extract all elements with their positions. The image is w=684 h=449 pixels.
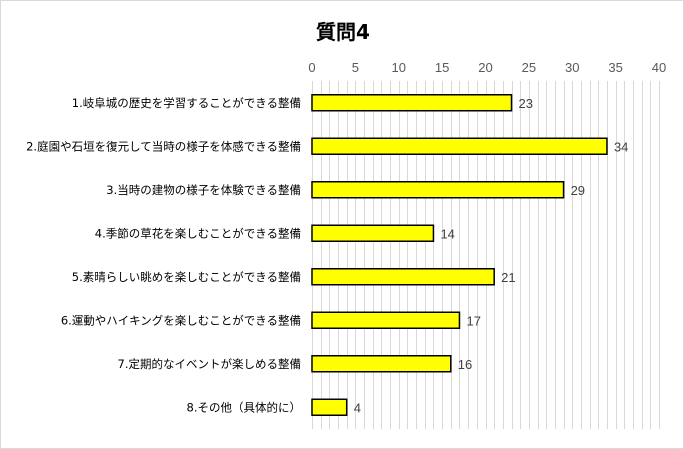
bars [311, 94, 608, 416]
gridlines [312, 81, 660, 429]
bar [311, 181, 565, 199]
category-labels: 1.岐阜城の歴史を学習することができる整備 2.庭園や石垣を復元して当時の様子を体… [26, 96, 301, 415]
bar [311, 398, 348, 416]
data-labels: 23 34 29 14 21 17 16 4 [354, 96, 629, 416]
category-label: 4.季節の草花を楽しむことができる整備 [95, 226, 301, 240]
data-label: 4 [354, 400, 361, 415]
category-label: 6.運動やハイキングを楽しむことができる整備 [61, 313, 301, 327]
x-tick-label: 25 [522, 60, 536, 75]
bar [311, 268, 495, 286]
data-label: 14 [440, 226, 454, 241]
category-label: 1.岐阜城の歴史を学習することができる整備 [72, 96, 301, 110]
x-tick-label: 0 [308, 60, 315, 75]
data-label: 29 [571, 183, 585, 198]
data-label: 34 [614, 139, 628, 154]
bar [311, 224, 435, 242]
category-label: 2.庭園や石垣を復元して当時の様子を体感できる整備 [26, 139, 301, 153]
bar [311, 94, 513, 112]
category-label: 5.素晴らしい眺めを楽しむことができる整備 [72, 270, 301, 284]
data-label: 16 [458, 357, 472, 372]
x-tick-label: 40 [652, 60, 666, 75]
data-label: 17 [466, 313, 480, 328]
x-axis-ticks: 0 5 10 15 20 25 30 35 40 [308, 60, 666, 75]
bar [311, 355, 452, 373]
category-label: 7.定期的なイベントが楽しめる整備 [118, 357, 301, 371]
x-tick-label: 15 [435, 60, 449, 75]
x-tick-label: 20 [478, 60, 492, 75]
category-label: 8.その他（具体的に） [187, 400, 301, 414]
x-tick-label: 35 [608, 60, 622, 75]
x-tick-label: 10 [392, 60, 406, 75]
bar [311, 311, 461, 329]
category-label: 3.当時の建物の様子を体験できる整備 [106, 183, 301, 197]
data-label: 21 [501, 270, 515, 285]
data-label: 23 [519, 96, 533, 111]
x-tick-label: 30 [565, 60, 579, 75]
bar [311, 137, 608, 155]
chart-title: 質問4 [316, 20, 370, 44]
x-tick-label: 5 [352, 60, 359, 75]
